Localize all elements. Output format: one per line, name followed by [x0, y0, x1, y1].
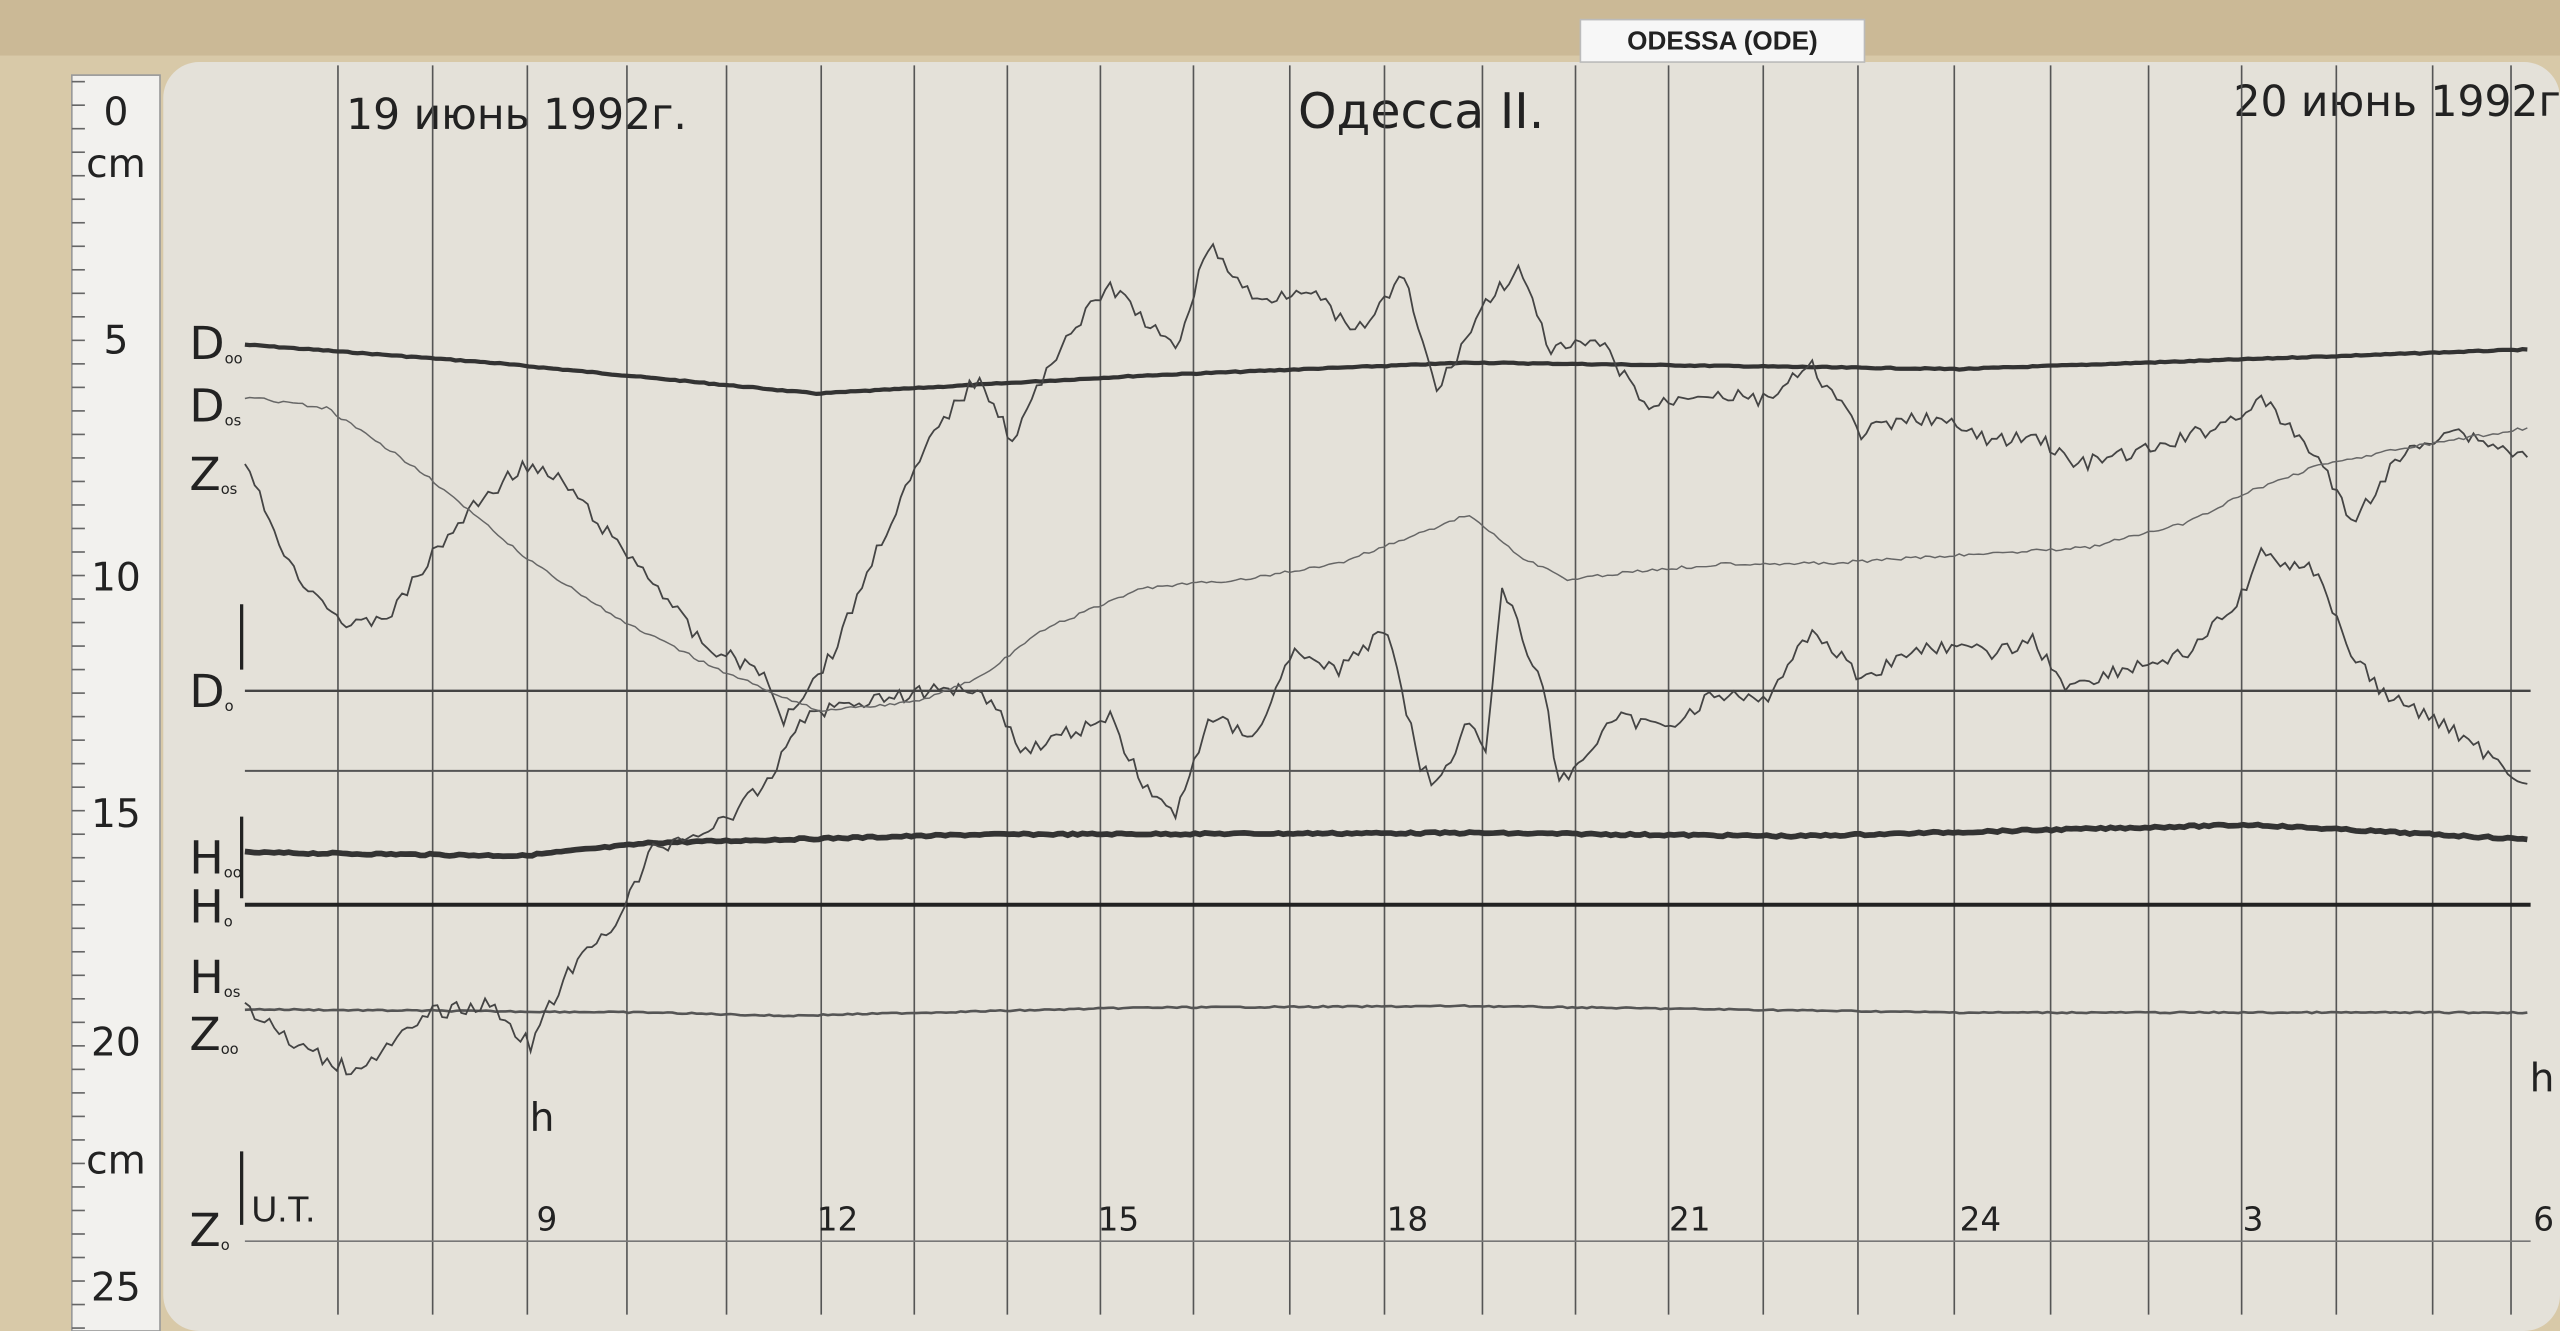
station-name: Одесса II. [1298, 83, 1544, 140]
traces [244, 242, 2529, 1076]
trace-label: Zos [189, 447, 237, 500]
trace-label-sub: oo [221, 1041, 239, 1058]
time-label: 12 [817, 1201, 859, 1239]
time-label: 21 [1669, 1201, 1711, 1239]
trace-label: Ho [189, 880, 232, 933]
time-label: 3 [2243, 1201, 2264, 1239]
trace-label-sub: os [224, 984, 241, 1001]
trace [244, 242, 2529, 728]
trace-label-sub: o [225, 698, 234, 715]
frame-top [0, 0, 2560, 56]
labels: 0cm5101520cm25DooDosZosDoHooHoHosZooZoU.… [86, 90, 2554, 1311]
trace-label: Dos [189, 379, 241, 432]
ruler-label: 25 [91, 1266, 141, 1311]
trace-label-sub: oo [225, 350, 243, 367]
trace-label-main: H [189, 950, 223, 1003]
trace-label-sub: o [221, 1237, 230, 1254]
ruler [71, 74, 161, 1331]
trace [244, 396, 2528, 712]
trace-label: Zoo [189, 1008, 238, 1061]
ruler-label: cm [86, 142, 146, 187]
trace-label-sub: oo [224, 865, 242, 882]
ruler-label: 5 [103, 318, 128, 363]
time-label: 24 [1960, 1201, 2002, 1239]
trace-label: Hoo [189, 831, 241, 884]
ruler-label: 15 [91, 792, 141, 837]
hour-mark: h [2530, 1057, 2555, 1102]
time-label: 15 [1098, 1201, 1140, 1239]
unit-label: U.T. [251, 1188, 315, 1229]
trace-label: Doo [189, 317, 242, 370]
trace-label-sub: os [225, 412, 242, 429]
date-right: 20 июнь 1992г. [2233, 78, 2560, 127]
time-label: 18 [1387, 1201, 1429, 1239]
trace [244, 1004, 2528, 1018]
ruler-label: 10 [91, 555, 141, 600]
hour-mark: h [530, 1096, 555, 1141]
trace-label: Do [189, 665, 233, 718]
trace-label: Hos [189, 950, 240, 1003]
trace-label-main: D [189, 665, 224, 718]
ruler-label: 20 [91, 1021, 141, 1066]
tag-box [1579, 18, 1866, 63]
trace-label-main: H [189, 831, 223, 884]
trace-label-main: H [189, 880, 223, 933]
trace-label-main: Z [189, 447, 220, 500]
trace-label: Zo [189, 1204, 229, 1257]
time-label: 6 [2533, 1201, 2554, 1239]
ruler-label: 0 [103, 90, 128, 135]
trace-label-main: D [189, 317, 224, 370]
trace-label-main: Z [189, 1008, 220, 1061]
trace-label-sub: o [224, 914, 233, 931]
trace [244, 821, 2528, 860]
station-tag: ODESSA (ODE) [1627, 25, 1818, 55]
trace-label-main: D [189, 379, 224, 432]
ruler-label: cm [86, 1138, 146, 1183]
trace-label-main: Z [189, 1204, 220, 1257]
trace [244, 342, 2528, 397]
trace-label-sub: os [221, 481, 238, 498]
trace [244, 546, 2528, 1076]
date-left: 19 июнь 1992г. [346, 91, 687, 140]
paper [163, 62, 2560, 1331]
grid [71, 65, 2531, 1329]
time-label: 9 [537, 1201, 558, 1239]
